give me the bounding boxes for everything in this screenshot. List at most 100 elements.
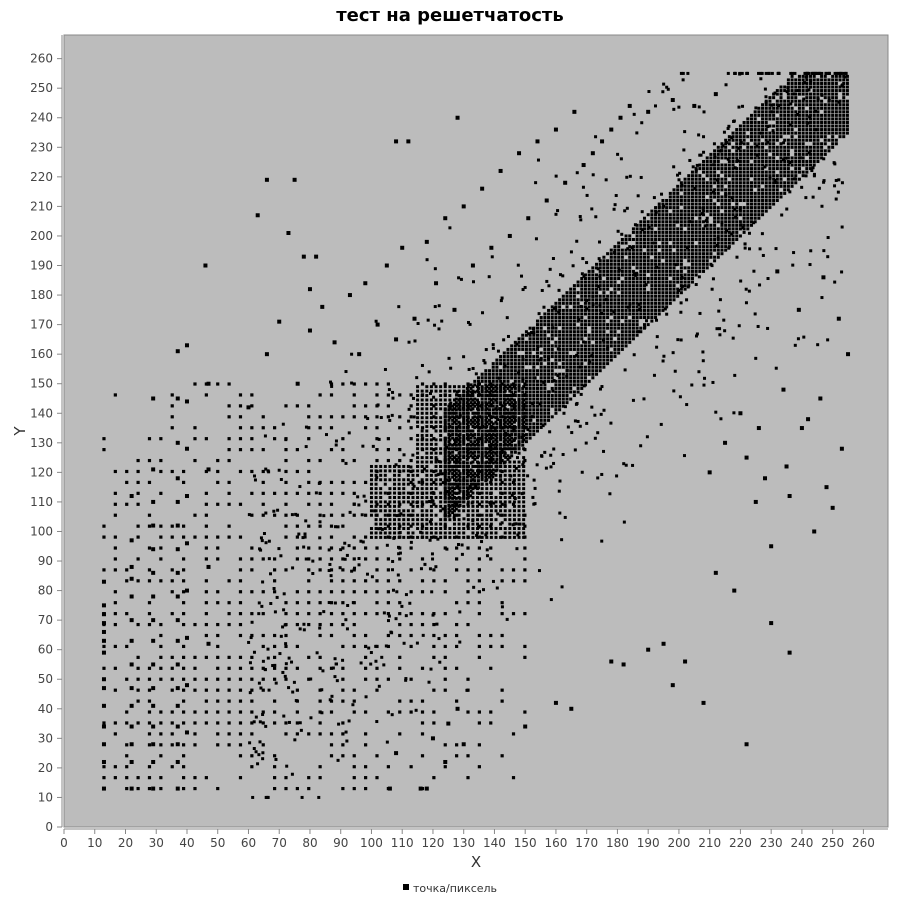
data-point (602, 351, 606, 355)
data-point (513, 408, 517, 412)
data-point (454, 418, 458, 422)
data-point (600, 385, 604, 389)
data-point (528, 376, 532, 380)
data-point (473, 440, 477, 444)
data-point (476, 420, 480, 424)
data-point (822, 157, 826, 161)
data-point (539, 386, 543, 390)
data-point (182, 557, 186, 561)
data-point (842, 89, 846, 93)
data-point (816, 128, 820, 132)
data-point (786, 152, 790, 156)
data-point (476, 491, 480, 495)
data-point (447, 514, 451, 518)
data-point (147, 546, 152, 550)
data-point (524, 340, 528, 344)
data-point (768, 145, 772, 149)
data-point (513, 372, 517, 376)
data-point (569, 397, 573, 401)
data-point (455, 491, 459, 495)
data-point (495, 369, 499, 373)
data-point (147, 732, 152, 736)
data-point (489, 394, 493, 398)
data-point (539, 390, 543, 394)
data-point (227, 688, 231, 692)
data-point (554, 326, 558, 330)
data-point (724, 152, 728, 156)
data-point (694, 184, 698, 188)
data-point (812, 103, 816, 107)
data-point (609, 319, 613, 323)
data-point (764, 195, 768, 199)
data-point (402, 527, 406, 531)
data-point (547, 404, 551, 408)
data-point (477, 710, 481, 714)
data-point (775, 89, 779, 93)
data-point (524, 394, 528, 398)
data-point (503, 464, 507, 468)
data-point (550, 305, 554, 309)
data-point (462, 486, 466, 490)
data-point (462, 438, 466, 442)
data-point (476, 390, 480, 394)
data-point (635, 333, 639, 337)
data-point (583, 308, 587, 312)
data-point (662, 354, 666, 358)
data-point (462, 464, 466, 468)
data-point (318, 765, 322, 769)
data-point (238, 437, 243, 441)
data-point (738, 181, 742, 185)
data-point (731, 198, 735, 202)
data-point (624, 298, 628, 302)
data-point (462, 436, 466, 440)
data-point (646, 241, 650, 245)
data-point (159, 524, 163, 528)
data-point (654, 216, 658, 220)
data-point (595, 344, 599, 348)
data-point (639, 330, 643, 334)
data-point (443, 500, 447, 504)
data-point (823, 92, 827, 96)
data-point (462, 418, 466, 422)
data-point (480, 495, 484, 499)
data-point (676, 213, 680, 217)
data-point (443, 436, 447, 440)
data-point (565, 401, 569, 405)
data-point (757, 142, 761, 146)
data-point (443, 411, 447, 415)
data-point (495, 379, 499, 383)
data-point (628, 323, 632, 327)
data-point (471, 394, 475, 398)
data-point (147, 666, 152, 670)
data-point (488, 468, 492, 472)
data-point (845, 74, 849, 78)
data-point (491, 404, 495, 408)
data-point (250, 513, 254, 517)
data-point (698, 252, 702, 256)
data-point (494, 504, 498, 508)
data-point (386, 448, 390, 452)
data-point (775, 145, 779, 149)
data-point (764, 131, 768, 135)
data-point (466, 509, 470, 513)
data-point (834, 78, 838, 82)
data-point (595, 323, 599, 327)
data-point (250, 448, 254, 452)
data-point (434, 487, 438, 491)
data-point (598, 347, 602, 351)
data-point (386, 437, 390, 441)
data-point (547, 316, 551, 320)
data-point (720, 163, 724, 167)
data-point (284, 458, 288, 463)
data-point (757, 159, 761, 163)
data-point (731, 234, 735, 238)
data-point (136, 458, 140, 463)
data-point (657, 301, 661, 305)
data-point (606, 312, 610, 316)
data-point (521, 397, 525, 401)
data-point (716, 255, 720, 259)
data-point (452, 482, 456, 486)
data-point (783, 163, 787, 167)
data-point (809, 74, 813, 78)
data-point (425, 535, 429, 539)
